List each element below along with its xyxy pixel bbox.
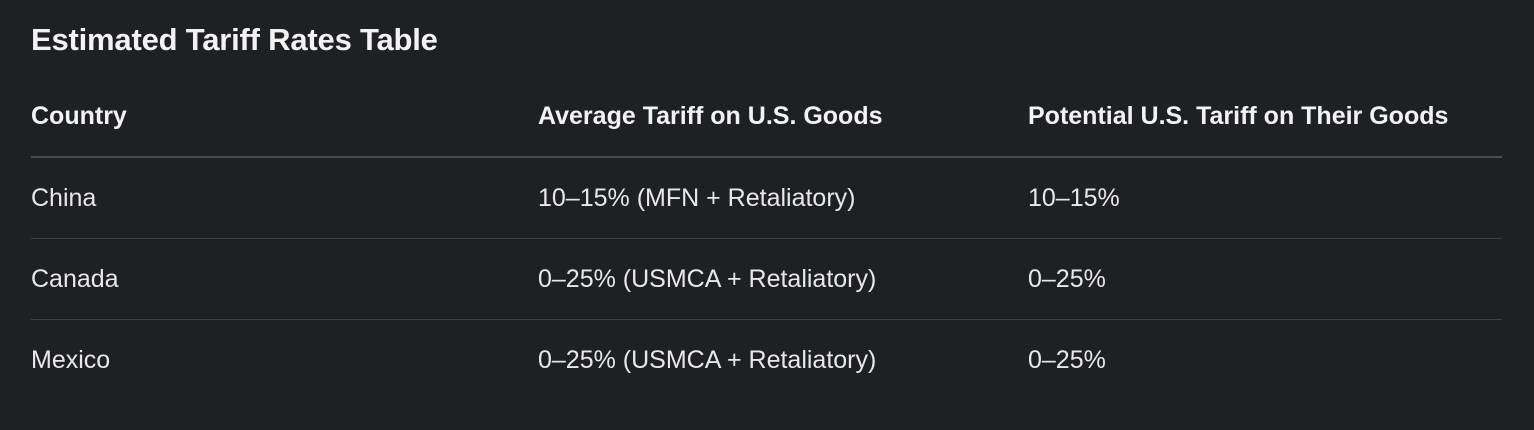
header-country: Country: [31, 76, 538, 158]
cell-country: Mexico: [31, 345, 111, 374]
cell-potential-tariff: 0–25%: [1028, 345, 1106, 374]
table-header-row: Country Average Tariff on U.S. Goods Pot…: [31, 76, 1502, 158]
table-row: Mexico 0–25% (USMCA + Retaliatory) 0–25%: [31, 320, 1502, 401]
cell-potential-tariff: 10–15%: [1028, 157, 1502, 239]
table-row: China 10–15% (MFN + Retaliatory) 10–15%: [31, 157, 1502, 239]
table-title: Estimated Tariff Rates Table: [31, 22, 438, 57]
tariff-table: Country Average Tariff on U.S. Goods Pot…: [31, 76, 1502, 400]
header-potential-tariff: Potential U.S. Tariff on Their Goods: [1028, 76, 1502, 158]
cell-country: China: [31, 157, 538, 239]
header-average-tariff: Average Tariff on U.S. Goods: [538, 76, 1028, 158]
cell-average-tariff: 10–15% (MFN + Retaliatory): [538, 157, 1028, 239]
table-row: Canada 0–25% (USMCA + Retaliatory) 0–25%: [31, 238, 1502, 320]
cell-average-tariff: 0–25% (USMCA + Retaliatory): [538, 345, 877, 374]
cell-potential-tariff: 0–25%: [1028, 238, 1502, 320]
cell-average-tariff: 0–25% (USMCA + Retaliatory): [538, 238, 1028, 320]
cell-country: Canada: [31, 238, 538, 320]
